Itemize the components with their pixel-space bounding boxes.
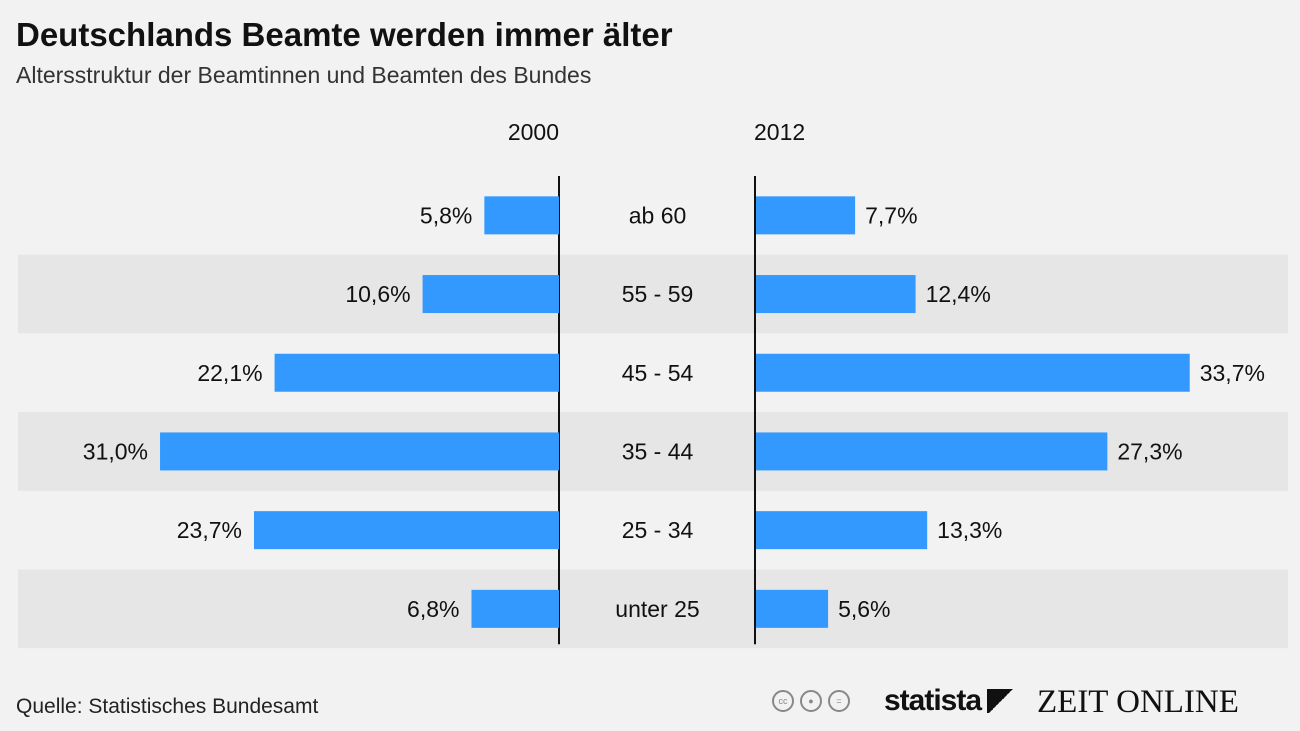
bar-2012 [756, 589, 829, 628]
nd-icon: = [828, 690, 850, 712]
data-label-2012: 27,3% [1117, 438, 1182, 464]
series-label-2000: 2000 [508, 119, 559, 145]
statista-logo: statista [884, 684, 1016, 718]
bar-2000 [422, 275, 559, 314]
bar-2000 [253, 511, 559, 550]
category-label: 25 - 34 [622, 517, 694, 543]
data-label-2000: 5,8% [420, 202, 472, 228]
bar-2012 [756, 511, 928, 550]
source-note: Quelle: Statistisches Bundesamt [16, 695, 319, 718]
chart-subtitle: Altersstruktur der Beamtinnen und Beamte… [16, 62, 592, 88]
category-label: 55 - 59 [622, 281, 694, 307]
row-band [18, 569, 1288, 649]
row-band [18, 254, 1288, 334]
data-label-2000: 10,6% [345, 281, 410, 307]
by-icon: ● [800, 690, 822, 712]
category-label: unter 25 [615, 596, 699, 622]
series-label-2012: 2012 [754, 119, 805, 145]
data-label-2012: 5,6% [838, 596, 890, 622]
bar-2012 [756, 275, 916, 314]
statista-logo-icon [987, 689, 1016, 713]
data-label-2000: 31,0% [83, 438, 148, 464]
creative-commons-icons: cc ● = [772, 690, 850, 712]
data-label-2000: 22,1% [197, 360, 262, 386]
bar-2000 [160, 432, 559, 471]
data-label-2012: 33,7% [1200, 360, 1265, 386]
bar-2000 [471, 589, 559, 628]
zeit-online-logo: ZEIT ONLINE [1037, 684, 1239, 720]
bar-2012 [756, 432, 1108, 471]
data-label-2012: 7,7% [865, 202, 917, 228]
chart-title: Deutschlands Beamte werden immer älter [16, 16, 673, 53]
category-label: ab 60 [629, 202, 687, 228]
category-label: 35 - 44 [622, 438, 694, 464]
category-label: 45 - 54 [622, 360, 694, 386]
bar-2000 [484, 196, 559, 235]
data-label-2000: 6,8% [407, 596, 459, 622]
bar-2012 [756, 353, 1190, 392]
data-label-2012: 12,4% [926, 281, 991, 307]
cc-icon: cc [772, 690, 794, 712]
data-label-2012: 13,3% [937, 517, 1002, 543]
data-label-2000: 23,7% [177, 517, 242, 543]
bar-2012 [756, 196, 856, 235]
bar-2000 [274, 353, 559, 392]
